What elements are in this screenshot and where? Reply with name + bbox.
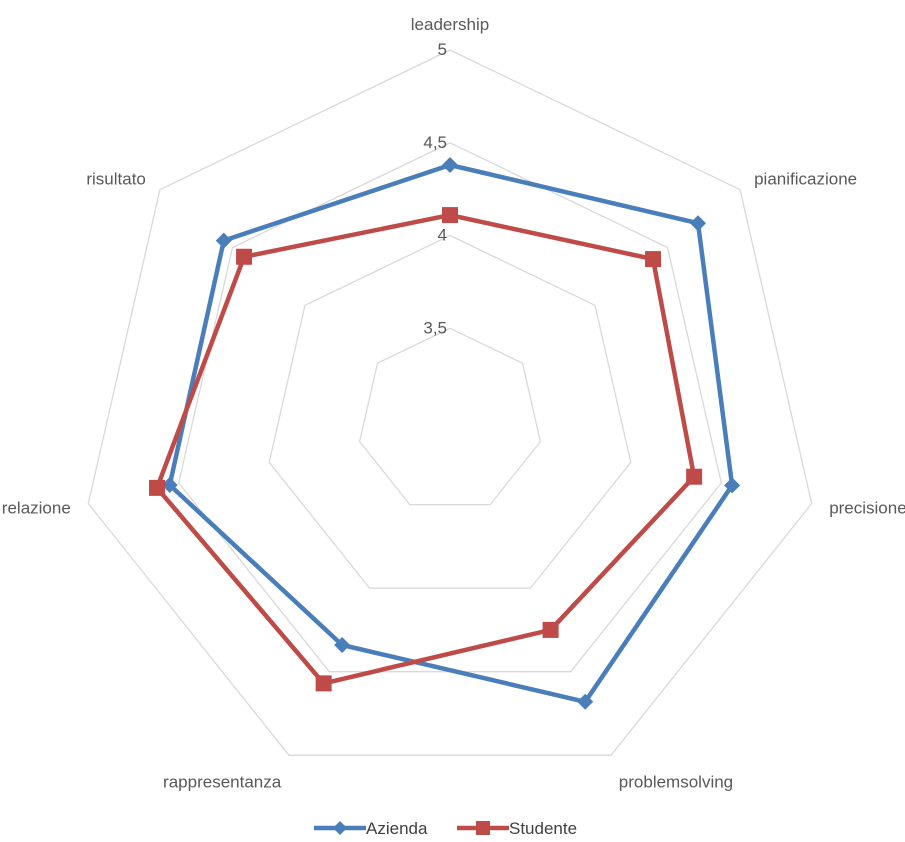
series-Azienda	[161, 157, 741, 710]
point-Studente-relazione	[149, 479, 166, 496]
tick-label-3: 5	[438, 40, 447, 59]
point-Azienda-pianificazione	[690, 215, 707, 232]
point-Azienda-rappresentanza	[334, 636, 351, 653]
point-Studente-risultato	[236, 248, 253, 265]
legend: Azienda Studente	[314, 819, 577, 838]
legend-label-Studente: Studente	[509, 819, 577, 838]
point-Studente-precisione	[686, 468, 703, 485]
category-labels: leadership pianificazione precisione proble…	[2, 15, 905, 792]
tick-label-0: 3,5	[423, 318, 447, 337]
point-Studente-leadership	[442, 207, 458, 224]
series-line-Azienda	[167, 162, 735, 705]
radar-grid	[87, 49, 813, 756]
point-Azienda-leadership	[442, 157, 458, 174]
legend-marker-Azienda	[333, 821, 347, 835]
category-label-risultato: risultato	[86, 170, 146, 189]
category-label-relazione: relazione	[2, 499, 71, 518]
grid-ring-0	[358, 327, 542, 506]
point-Azienda-precisione	[724, 477, 741, 494]
point-Studente-rappresentanza	[315, 675, 332, 692]
point-Azienda-problemsolving	[577, 693, 594, 710]
grid-ring-3	[87, 49, 813, 756]
grid-ring-1	[268, 234, 632, 589]
series-line-Studente	[154, 212, 697, 686]
category-label-precisione: precisione	[829, 499, 905, 518]
tick-label-2: 4,5	[423, 133, 447, 152]
point-Studente-problemsolving	[542, 621, 559, 638]
category-label-rappresentanza: rappresentanza	[163, 773, 282, 792]
point-Azienda-relazione	[161, 476, 178, 493]
series-Studente	[149, 207, 703, 692]
radial-tick-labels: 3,5 4 4,5 5	[423, 40, 447, 337]
legend-marker-Studente	[476, 821, 490, 835]
point-Studente-pianificazione	[645, 251, 662, 268]
category-label-problemsolving: problemsolving	[619, 773, 733, 792]
radar-series	[149, 157, 741, 710]
category-label-leadership: leadership	[411, 15, 489, 34]
legend-item-Azienda: Azienda	[314, 819, 428, 838]
tick-label-1: 4	[438, 226, 447, 245]
category-label-pianificazione: pianificazione	[754, 170, 857, 189]
legend-item-Studente: Studente	[457, 819, 577, 838]
legend-label-Azienda: Azienda	[366, 819, 428, 838]
point-Azienda-risultato	[215, 232, 232, 249]
